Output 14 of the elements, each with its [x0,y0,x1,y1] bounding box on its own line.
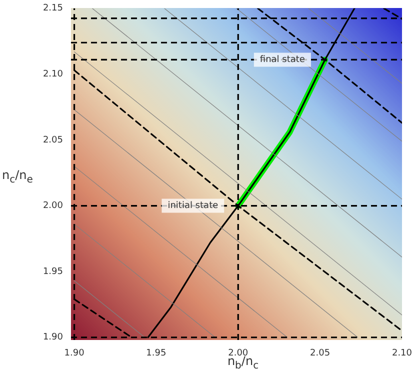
y-tick-label: 2.05 [42,135,63,146]
y-tick-label: 2.10 [42,70,64,80]
y-tick-label: 2.15 [42,4,63,14]
y-tick-label: 2.00 [42,201,64,212]
x-tick-label: 1.90 [64,348,85,359]
x-tick-label: 2.10 [392,348,412,359]
annotation: initial state [168,201,219,212]
x-tick-label: 1.95 [146,348,166,359]
y-tick-label: 1.90 [42,332,64,343]
x-axis-title: n$_{b}$/n$_{c}$ [227,354,259,372]
x-tick-label: 2.05 [310,348,330,359]
y-tick-label: 1.95 [42,266,63,277]
annotation: final state [260,55,306,66]
y-axis-title: n$_{c}$/n$_{e}$ [2,168,33,186]
